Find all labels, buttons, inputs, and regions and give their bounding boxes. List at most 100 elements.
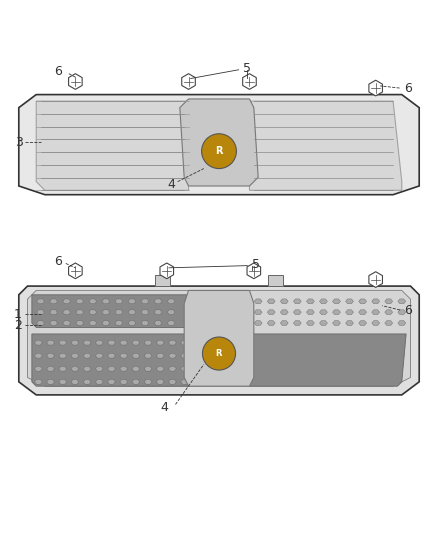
Polygon shape [144, 353, 152, 358]
Polygon shape [320, 299, 327, 304]
Polygon shape [369, 272, 382, 287]
Polygon shape [83, 379, 91, 384]
Polygon shape [95, 366, 103, 371]
Polygon shape [102, 299, 110, 304]
Polygon shape [128, 321, 136, 326]
Text: 6: 6 [54, 65, 62, 78]
Polygon shape [280, 299, 288, 304]
Polygon shape [243, 74, 256, 90]
Polygon shape [37, 310, 45, 314]
Polygon shape [155, 275, 170, 286]
Polygon shape [250, 334, 406, 386]
Text: 6: 6 [54, 255, 62, 268]
Polygon shape [359, 321, 367, 326]
Polygon shape [128, 299, 136, 304]
Polygon shape [37, 321, 45, 326]
Polygon shape [71, 340, 79, 345]
Polygon shape [332, 299, 340, 304]
Polygon shape [280, 321, 288, 326]
Polygon shape [115, 310, 123, 314]
Polygon shape [59, 353, 67, 358]
Polygon shape [47, 379, 54, 384]
Circle shape [201, 134, 237, 168]
Polygon shape [307, 310, 314, 314]
Polygon shape [83, 340, 91, 345]
Polygon shape [32, 295, 188, 327]
Polygon shape [35, 340, 42, 345]
Polygon shape [47, 340, 54, 345]
Polygon shape [372, 310, 380, 314]
Polygon shape [28, 290, 410, 386]
Polygon shape [167, 299, 175, 304]
Polygon shape [250, 101, 402, 190]
Polygon shape [181, 340, 188, 345]
Polygon shape [76, 321, 84, 326]
Polygon shape [254, 321, 262, 326]
Polygon shape [385, 321, 392, 326]
Polygon shape [398, 310, 406, 314]
Polygon shape [132, 379, 140, 384]
Polygon shape [141, 321, 149, 326]
Polygon shape [169, 366, 177, 371]
Polygon shape [120, 340, 127, 345]
Polygon shape [346, 299, 353, 304]
Polygon shape [307, 321, 314, 326]
Polygon shape [69, 74, 82, 90]
Text: 3: 3 [15, 136, 23, 149]
Polygon shape [102, 310, 110, 314]
Polygon shape [398, 299, 406, 304]
Polygon shape [254, 299, 262, 304]
Text: R: R [216, 349, 222, 358]
Polygon shape [128, 310, 136, 314]
Polygon shape [160, 263, 173, 279]
Polygon shape [320, 321, 327, 326]
Text: 5: 5 [243, 62, 251, 75]
Polygon shape [169, 340, 177, 345]
Polygon shape [154, 321, 162, 326]
Polygon shape [372, 299, 380, 304]
Polygon shape [181, 379, 188, 384]
Polygon shape [132, 353, 140, 358]
Polygon shape [156, 366, 164, 371]
Polygon shape [320, 310, 327, 314]
Polygon shape [59, 340, 67, 345]
Text: 4: 4 [167, 178, 175, 191]
Polygon shape [95, 353, 103, 358]
Polygon shape [132, 340, 140, 345]
Polygon shape [95, 340, 103, 345]
Polygon shape [47, 353, 54, 358]
Polygon shape [49, 321, 57, 326]
Polygon shape [181, 353, 188, 358]
Polygon shape [156, 340, 164, 345]
Polygon shape [154, 310, 162, 314]
Polygon shape [89, 310, 97, 314]
Polygon shape [37, 299, 45, 304]
Polygon shape [385, 299, 392, 304]
Polygon shape [267, 310, 275, 314]
Polygon shape [267, 321, 275, 326]
Polygon shape [398, 321, 406, 326]
Circle shape [202, 337, 236, 370]
Polygon shape [267, 299, 275, 304]
Polygon shape [108, 379, 116, 384]
Polygon shape [83, 353, 91, 358]
Polygon shape [169, 353, 177, 358]
Polygon shape [95, 379, 103, 384]
Text: 5: 5 [252, 258, 260, 271]
Polygon shape [167, 310, 175, 314]
Polygon shape [76, 299, 84, 304]
Polygon shape [120, 379, 127, 384]
Polygon shape [254, 310, 262, 314]
Polygon shape [144, 366, 152, 371]
Polygon shape [71, 353, 79, 358]
Polygon shape [385, 310, 392, 314]
Polygon shape [372, 321, 380, 326]
Polygon shape [89, 321, 97, 326]
Polygon shape [144, 340, 152, 345]
Polygon shape [247, 263, 261, 279]
Polygon shape [32, 334, 188, 386]
Text: 6: 6 [404, 303, 412, 317]
Polygon shape [102, 321, 110, 326]
Polygon shape [63, 310, 71, 314]
Polygon shape [59, 366, 67, 371]
